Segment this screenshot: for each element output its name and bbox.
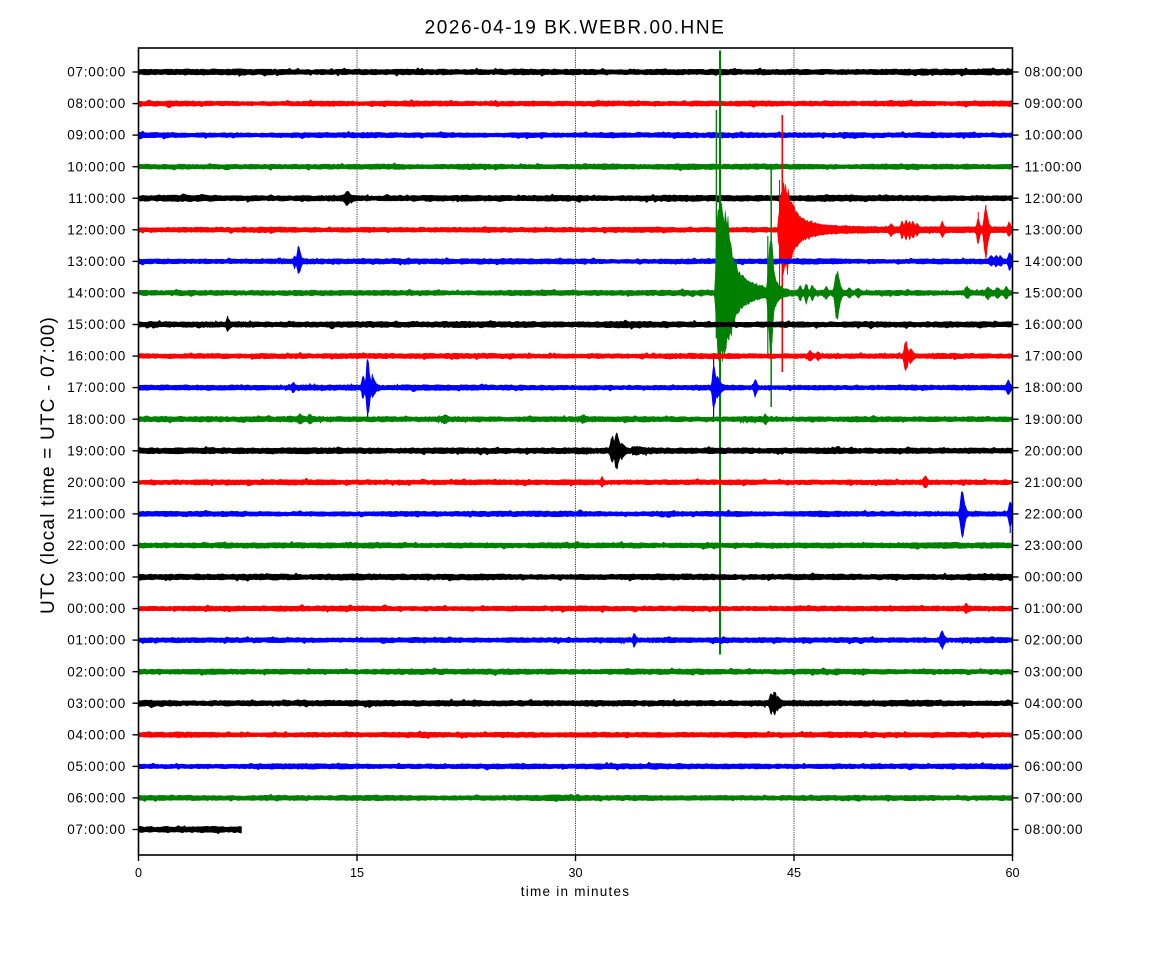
- svg-text:03:00:00: 03:00:00: [67, 696, 126, 711]
- svg-text:17:00:00: 17:00:00: [1025, 349, 1084, 364]
- svg-text:20:00:00: 20:00:00: [67, 475, 126, 490]
- svg-text:19:00:00: 19:00:00: [67, 443, 126, 458]
- svg-text:00:00:00: 00:00:00: [1025, 570, 1084, 585]
- svg-text:15: 15: [350, 866, 364, 880]
- svg-text:09:00:00: 09:00:00: [1025, 96, 1084, 111]
- svg-text:14:00:00: 14:00:00: [1025, 254, 1084, 269]
- svg-text:19:00:00: 19:00:00: [1025, 412, 1084, 427]
- svg-text:05:00:00: 05:00:00: [1025, 727, 1084, 742]
- svg-text:13:00:00: 13:00:00: [67, 254, 126, 269]
- svg-text:02:00:00: 02:00:00: [67, 664, 126, 679]
- svg-text:10:00:00: 10:00:00: [67, 159, 126, 174]
- svg-text:08:00:00: 08:00:00: [67, 96, 126, 111]
- svg-text:16:00:00: 16:00:00: [67, 349, 126, 364]
- svg-text:15:00:00: 15:00:00: [1025, 286, 1084, 301]
- svg-text:23:00:00: 23:00:00: [1025, 538, 1084, 553]
- svg-text:06:00:00: 06:00:00: [67, 791, 126, 806]
- svg-text:45: 45: [787, 866, 801, 880]
- svg-text:08:00:00: 08:00:00: [1025, 65, 1084, 80]
- svg-text:18:00:00: 18:00:00: [67, 412, 126, 427]
- svg-text:23:00:00: 23:00:00: [67, 570, 126, 585]
- svg-text:00:00:00: 00:00:00: [67, 601, 126, 616]
- svg-text:10:00:00: 10:00:00: [1025, 128, 1084, 143]
- svg-text:30: 30: [568, 866, 582, 880]
- svg-text:14:00:00: 14:00:00: [67, 286, 126, 301]
- svg-text:time in minutes: time in minutes: [521, 884, 631, 899]
- svg-text:04:00:00: 04:00:00: [1025, 696, 1084, 711]
- svg-text:15:00:00: 15:00:00: [67, 317, 126, 332]
- svg-text:21:00:00: 21:00:00: [67, 507, 126, 522]
- svg-text:07:00:00: 07:00:00: [1025, 791, 1084, 806]
- svg-text:20:00:00: 20:00:00: [1025, 443, 1084, 458]
- svg-text:09:00:00: 09:00:00: [67, 128, 126, 143]
- svg-text:12:00:00: 12:00:00: [1025, 191, 1084, 206]
- svg-text:01:00:00: 01:00:00: [1025, 601, 1084, 616]
- svg-text:60: 60: [1005, 866, 1019, 880]
- svg-text:12:00:00: 12:00:00: [67, 222, 126, 237]
- svg-text:04:00:00: 04:00:00: [67, 727, 126, 742]
- svg-text:03:00:00: 03:00:00: [1025, 664, 1084, 679]
- svg-text:22:00:00: 22:00:00: [1025, 507, 1084, 522]
- svg-text:08:00:00: 08:00:00: [1025, 822, 1084, 837]
- svg-text:07:00:00: 07:00:00: [67, 65, 126, 80]
- svg-text:18:00:00: 18:00:00: [1025, 380, 1084, 395]
- svg-text:0: 0: [135, 866, 142, 880]
- svg-text:22:00:00: 22:00:00: [67, 538, 126, 553]
- svg-text:2026-04-19 BK.WEBR.00.HNE: 2026-04-19 BK.WEBR.00.HNE: [425, 18, 726, 39]
- svg-text:07:00:00: 07:00:00: [67, 822, 126, 837]
- svg-text:16:00:00: 16:00:00: [1025, 317, 1084, 332]
- svg-text:UTC (local time = UTC - 07:00): UTC (local time = UTC - 07:00): [38, 316, 59, 614]
- svg-text:11:00:00: 11:00:00: [1025, 159, 1083, 174]
- svg-text:17:00:00: 17:00:00: [67, 380, 126, 395]
- svg-text:02:00:00: 02:00:00: [1025, 633, 1084, 648]
- svg-text:06:00:00: 06:00:00: [1025, 759, 1084, 774]
- svg-text:21:00:00: 21:00:00: [1025, 475, 1084, 490]
- svg-text:01:00:00: 01:00:00: [67, 633, 126, 648]
- svg-text:11:00:00: 11:00:00: [68, 191, 126, 206]
- svg-text:05:00:00: 05:00:00: [67, 759, 126, 774]
- svg-text:13:00:00: 13:00:00: [1025, 222, 1084, 237]
